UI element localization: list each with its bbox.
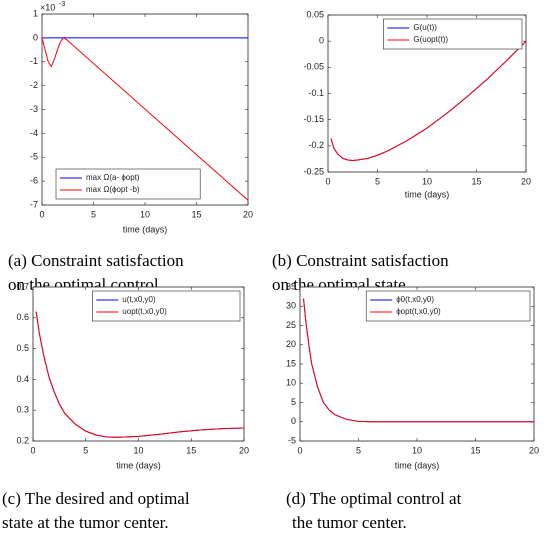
y-tick-label: 25 — [286, 320, 296, 330]
x-tick-label: 10 — [133, 445, 143, 455]
x-tick-label: 0 — [325, 176, 330, 186]
x-tick-label: 5 — [83, 445, 88, 455]
x-tick-label: 0 — [39, 209, 44, 219]
subplot: 0 5 10 15 20 -0.25 -0.2 -0.15 -0.1 -0.05 0 0.05 time… — [303, 9, 531, 199]
y-tick-label: -0.15 — [303, 114, 324, 124]
y-tick-label: 10 — [286, 378, 296, 388]
x-tick-label: 15 — [471, 176, 481, 186]
y-tick-label: -2 — [30, 80, 38, 90]
subplot: 0 5 10 15 20 0.2 0.3 0.4 0.5 0.6 0.7 time (days) u(t… — [16, 281, 249, 470]
legend-label: ϕ0(t,x0,y0) — [396, 295, 434, 304]
x-tick-label: 0 — [30, 445, 35, 455]
y-tick-label: 0.4 — [16, 374, 29, 384]
x-tick-label: 0 — [297, 445, 302, 455]
subplot: 0 5 10 15 20 -7 -6 -5 -4 -3 -2 -1 0 1 time (days) ×10 -3… — [30, 1, 253, 235]
x-tick-label: 5 — [356, 445, 361, 455]
y-tick-label: -0.25 — [303, 166, 324, 176]
x-tick-label: 20 — [239, 445, 249, 455]
y-multiplier-exp: -3 — [59, 1, 65, 8]
legend-box — [55, 168, 201, 200]
legend: ϕ0(t,x0,y0) ϕopt(t,x0,y0) — [365, 290, 531, 322]
legend: G(u(t)) G(uopt(t)) — [383, 18, 523, 50]
legend-label: ϕopt(t,x0,y0) — [396, 307, 441, 316]
y-tick-label: -5 — [30, 152, 38, 162]
data-line — [303, 298, 534, 423]
y-tick-label: -3 — [30, 104, 38, 114]
x-tick-label: 10 — [140, 209, 150, 219]
y-tick-label: -6 — [30, 176, 38, 186]
x-axis-label: time (days) — [116, 460, 161, 470]
x-tick-label: 10 — [412, 445, 422, 455]
y-tick-label: 0 — [319, 36, 324, 46]
x-tick-label: 15 — [470, 445, 480, 455]
y-tick-label: -7 — [30, 199, 38, 209]
y-tick-label: 20 — [286, 339, 296, 349]
x-axis-label: time (days) — [395, 460, 440, 470]
legend: max Ω(a- ϕopt) max Ω(ϕopt -b) — [55, 168, 201, 200]
y-tick-label: 15 — [286, 358, 296, 368]
legend-box — [365, 290, 531, 322]
y-tick-label: -0.2 — [308, 140, 324, 150]
legend-label: u(t,x0,y0) — [122, 295, 156, 304]
caption: the tumor center. — [292, 513, 407, 532]
y-tick-label: 0.2 — [16, 435, 29, 445]
y-tick-label: 1 — [33, 8, 38, 18]
data-line — [330, 40, 527, 161]
legend-label: uopt(t,x0,y0) — [122, 307, 167, 316]
y-tick-label: -5 — [288, 435, 296, 445]
x-axis-label: time (days) — [123, 224, 168, 234]
x-tick-label: 10 — [422, 176, 432, 186]
y-tick-label: 0.5 — [16, 343, 29, 353]
y-tick-label: -1 — [30, 56, 38, 66]
x-axis-label: time (days) — [405, 189, 450, 199]
caption: (b) Constraint satisfaction — [272, 251, 449, 270]
x-tick-label: 5 — [375, 176, 380, 186]
x-tick-label: 20 — [521, 176, 531, 186]
legend-box — [383, 18, 523, 50]
data-line — [41, 37, 249, 201]
y-tick-label: 0 — [33, 32, 38, 42]
y-tick-label: 0.05 — [306, 9, 324, 19]
y-tick-label: -4 — [30, 128, 38, 138]
caption: (d) The optimal control at — [286, 489, 462, 508]
legend-label: G(uopt(t)) — [413, 35, 448, 44]
x-tick-label: 5 — [91, 209, 96, 219]
legend-box — [92, 290, 241, 322]
y-tick-label: -0.05 — [303, 62, 324, 72]
caption: (c) The desired and optimal — [2, 489, 190, 508]
x-tick-label: 20 — [243, 209, 253, 219]
y-tick-label: 0.7 — [16, 281, 29, 291]
y-tick-label: 0 — [291, 416, 296, 426]
y-tick-label: 5 — [291, 397, 296, 407]
caption: (a) Constraint satisfaction — [8, 251, 184, 270]
y-tick-label: -0.1 — [308, 88, 324, 98]
x-tick-label: 15 — [191, 209, 201, 219]
x-tick-label: 20 — [529, 445, 539, 455]
data-line — [35, 311, 245, 438]
caption: state at the tumor center. — [2, 513, 169, 532]
y-tick-label: 30 — [286, 301, 296, 311]
y-tick-label: 0.6 — [16, 312, 29, 322]
legend: u(t,x0,y0) uopt(t,x0,y0) — [92, 290, 241, 322]
legend-label: max Ω(a- ϕopt) — [86, 173, 140, 182]
legend-label: G(u(t)) — [413, 23, 437, 32]
y-tick-label: 0.3 — [16, 405, 29, 415]
y-tick-label: 35 — [286, 281, 296, 291]
legend-label: max Ω(ϕopt -b) — [86, 185, 140, 194]
y-multiplier: ×10 — [40, 2, 55, 12]
x-tick-label: 15 — [186, 445, 196, 455]
